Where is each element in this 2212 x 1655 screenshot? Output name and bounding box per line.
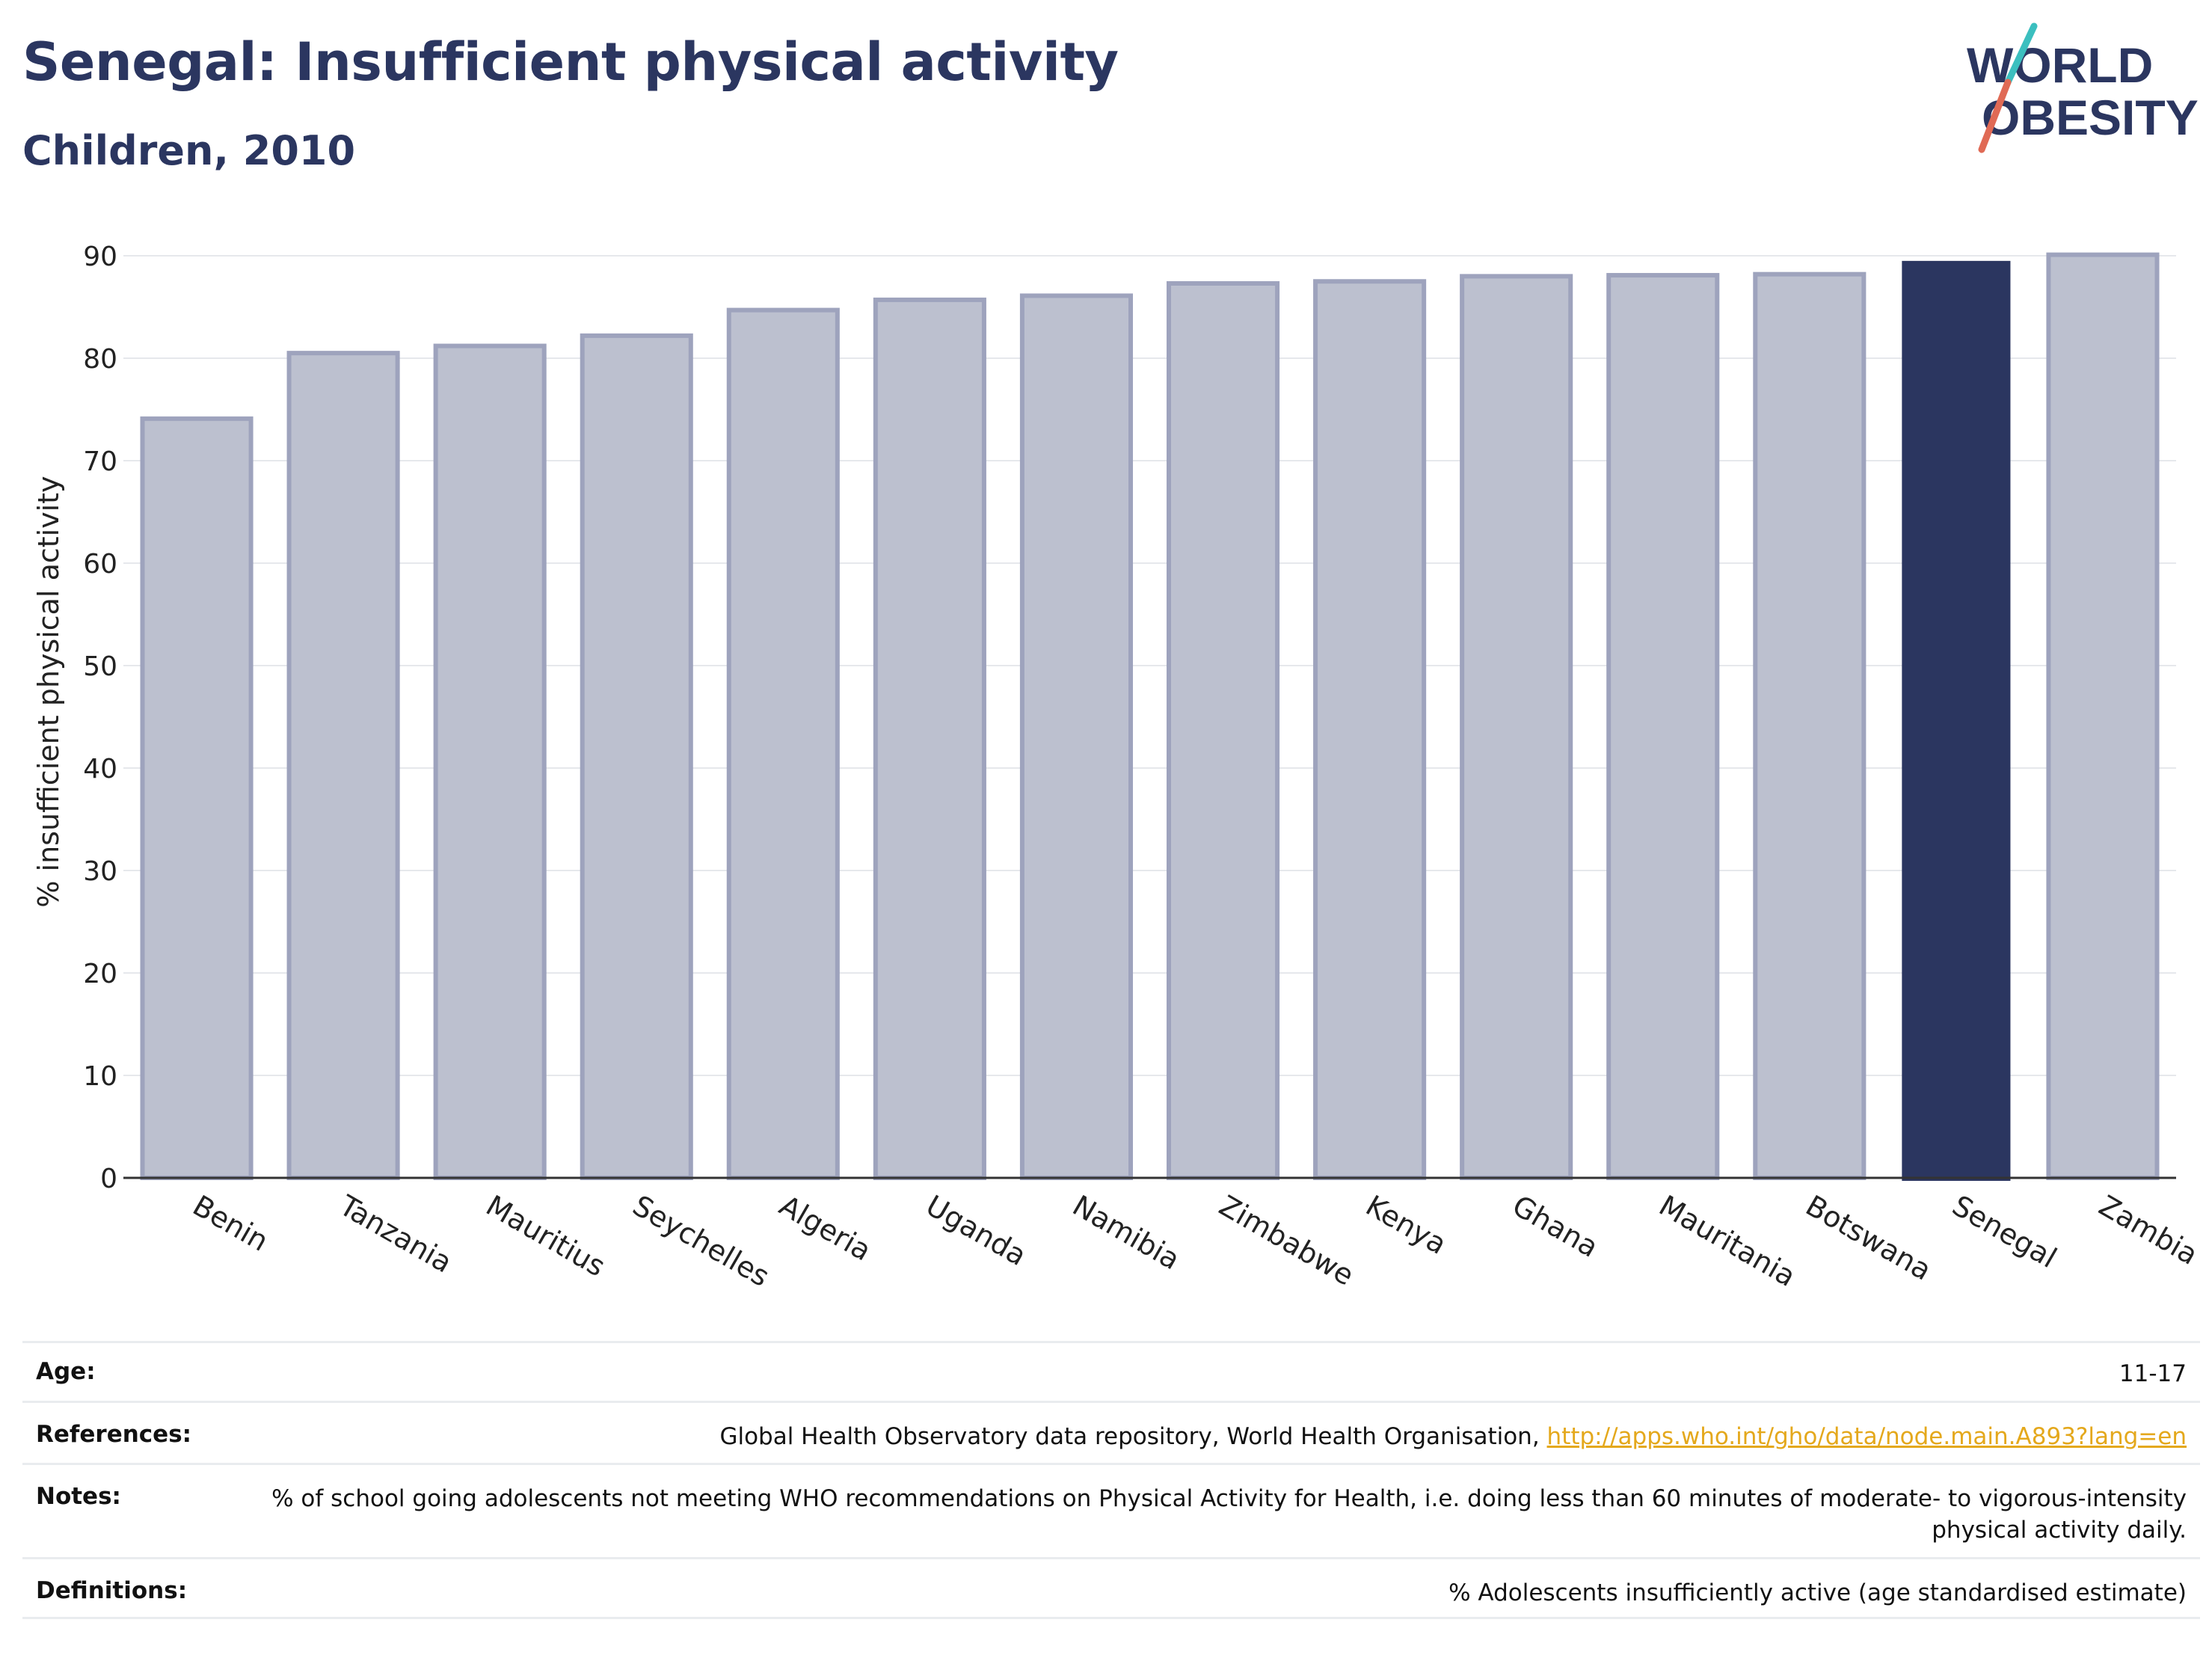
references-text: Global Health Observatory data repositor… bbox=[719, 1423, 1547, 1450]
x-tick-label: Mauritius bbox=[481, 1189, 611, 1283]
bar bbox=[726, 307, 840, 1180]
x-tick-label: Senegal bbox=[1947, 1189, 2062, 1275]
x-tick-label: Tanzania bbox=[334, 1188, 458, 1279]
x-tick-label: Mauritania bbox=[1653, 1189, 1801, 1293]
definitions-label: Definitions: bbox=[36, 1577, 188, 1604]
bar bbox=[1166, 280, 1280, 1180]
references-value: Global Health Observatory data repositor… bbox=[719, 1421, 2187, 1452]
age-label: Age: bbox=[36, 1358, 96, 1385]
x-tick-label: Algeria bbox=[774, 1189, 877, 1268]
y-tick-label: 0 bbox=[100, 1164, 117, 1194]
notes-row: Notes: % of school going adolescents not… bbox=[22, 1463, 2200, 1557]
grid-lines bbox=[123, 255, 2176, 1179]
y-tick-label: 90 bbox=[83, 242, 117, 272]
x-tick-label: Zambia bbox=[2093, 1189, 2203, 1271]
y-tick-label: 40 bbox=[83, 754, 117, 784]
bar bbox=[1606, 273, 1720, 1180]
definitions-row: Definitions: % Adolescents insufficientl… bbox=[22, 1557, 2200, 1619]
y-tick-labels: 0 10 20 30 40 50 60 70 80 90 bbox=[83, 242, 117, 1194]
bar-chart: 0 10 20 30 40 50 60 70 80 90 Benin Tanzania Mauriti… bbox=[32, 242, 2204, 1293]
age-value: 11-17 bbox=[2119, 1360, 2187, 1387]
x-tick-label: Seychelles bbox=[627, 1189, 775, 1293]
notes-value: % of school going adolescents not meetin… bbox=[271, 1485, 2187, 1544]
y-tick-label: 30 bbox=[83, 856, 117, 887]
x-tick-label: Ghana bbox=[1507, 1189, 1604, 1264]
age-row: Age: 11-17 bbox=[22, 1341, 2200, 1401]
x-tick-label: Namibia bbox=[1067, 1189, 1185, 1277]
bar bbox=[1753, 271, 1867, 1180]
notes-label: Notes: bbox=[36, 1483, 121, 1510]
y-tick-label: 20 bbox=[83, 959, 117, 989]
references-link[interactable]: http://apps.who.int/gho/data/node.main.A… bbox=[1546, 1423, 2187, 1450]
bar bbox=[140, 416, 254, 1180]
y-tick-label: 70 bbox=[83, 446, 117, 477]
bar bbox=[433, 343, 547, 1180]
y-tick-label: 10 bbox=[83, 1061, 117, 1092]
bar bbox=[1313, 279, 1427, 1180]
page-title: Senegal: Insufficient physical activity bbox=[22, 31, 1119, 93]
y-tick-label: 80 bbox=[83, 344, 117, 375]
definitions-value: % Adolescents insufficiently active (age… bbox=[1448, 1579, 2187, 1606]
bars bbox=[140, 252, 2160, 1182]
svg-text:OBESITY: OBESITY bbox=[1982, 90, 2199, 145]
x-tick-label: Botswana bbox=[1800, 1189, 1937, 1287]
world-obesity-logo: WORLD OBESITY bbox=[1967, 22, 2199, 153]
page-subtitle: Children, 2010 bbox=[22, 127, 356, 174]
bar bbox=[286, 351, 400, 1180]
y-tick-label: 50 bbox=[83, 651, 117, 682]
svg-text:WORLD: WORLD bbox=[1967, 37, 2153, 93]
y-tick-label: 60 bbox=[83, 549, 117, 580]
bar bbox=[1460, 274, 1573, 1180]
bar bbox=[1019, 293, 1134, 1180]
x-tick-label: Benin bbox=[188, 1189, 274, 1258]
bar bbox=[873, 297, 986, 1180]
info-table: Age: 11-17 References: Global Health Obs… bbox=[22, 1341, 2200, 1619]
x-tick-label: Zimbabwe bbox=[1214, 1189, 1360, 1292]
bar bbox=[580, 333, 693, 1180]
references-row: References: Global Health Observatory da… bbox=[22, 1401, 2200, 1463]
x-tick-label: Uganda bbox=[921, 1189, 1032, 1272]
y-axis-label: % insufficient physical activity bbox=[32, 476, 65, 907]
references-label: References: bbox=[36, 1421, 192, 1448]
bar bbox=[2046, 252, 2160, 1180]
x-tick-label: Kenya bbox=[1360, 1189, 1452, 1261]
bar-highlight bbox=[1902, 260, 2011, 1182]
